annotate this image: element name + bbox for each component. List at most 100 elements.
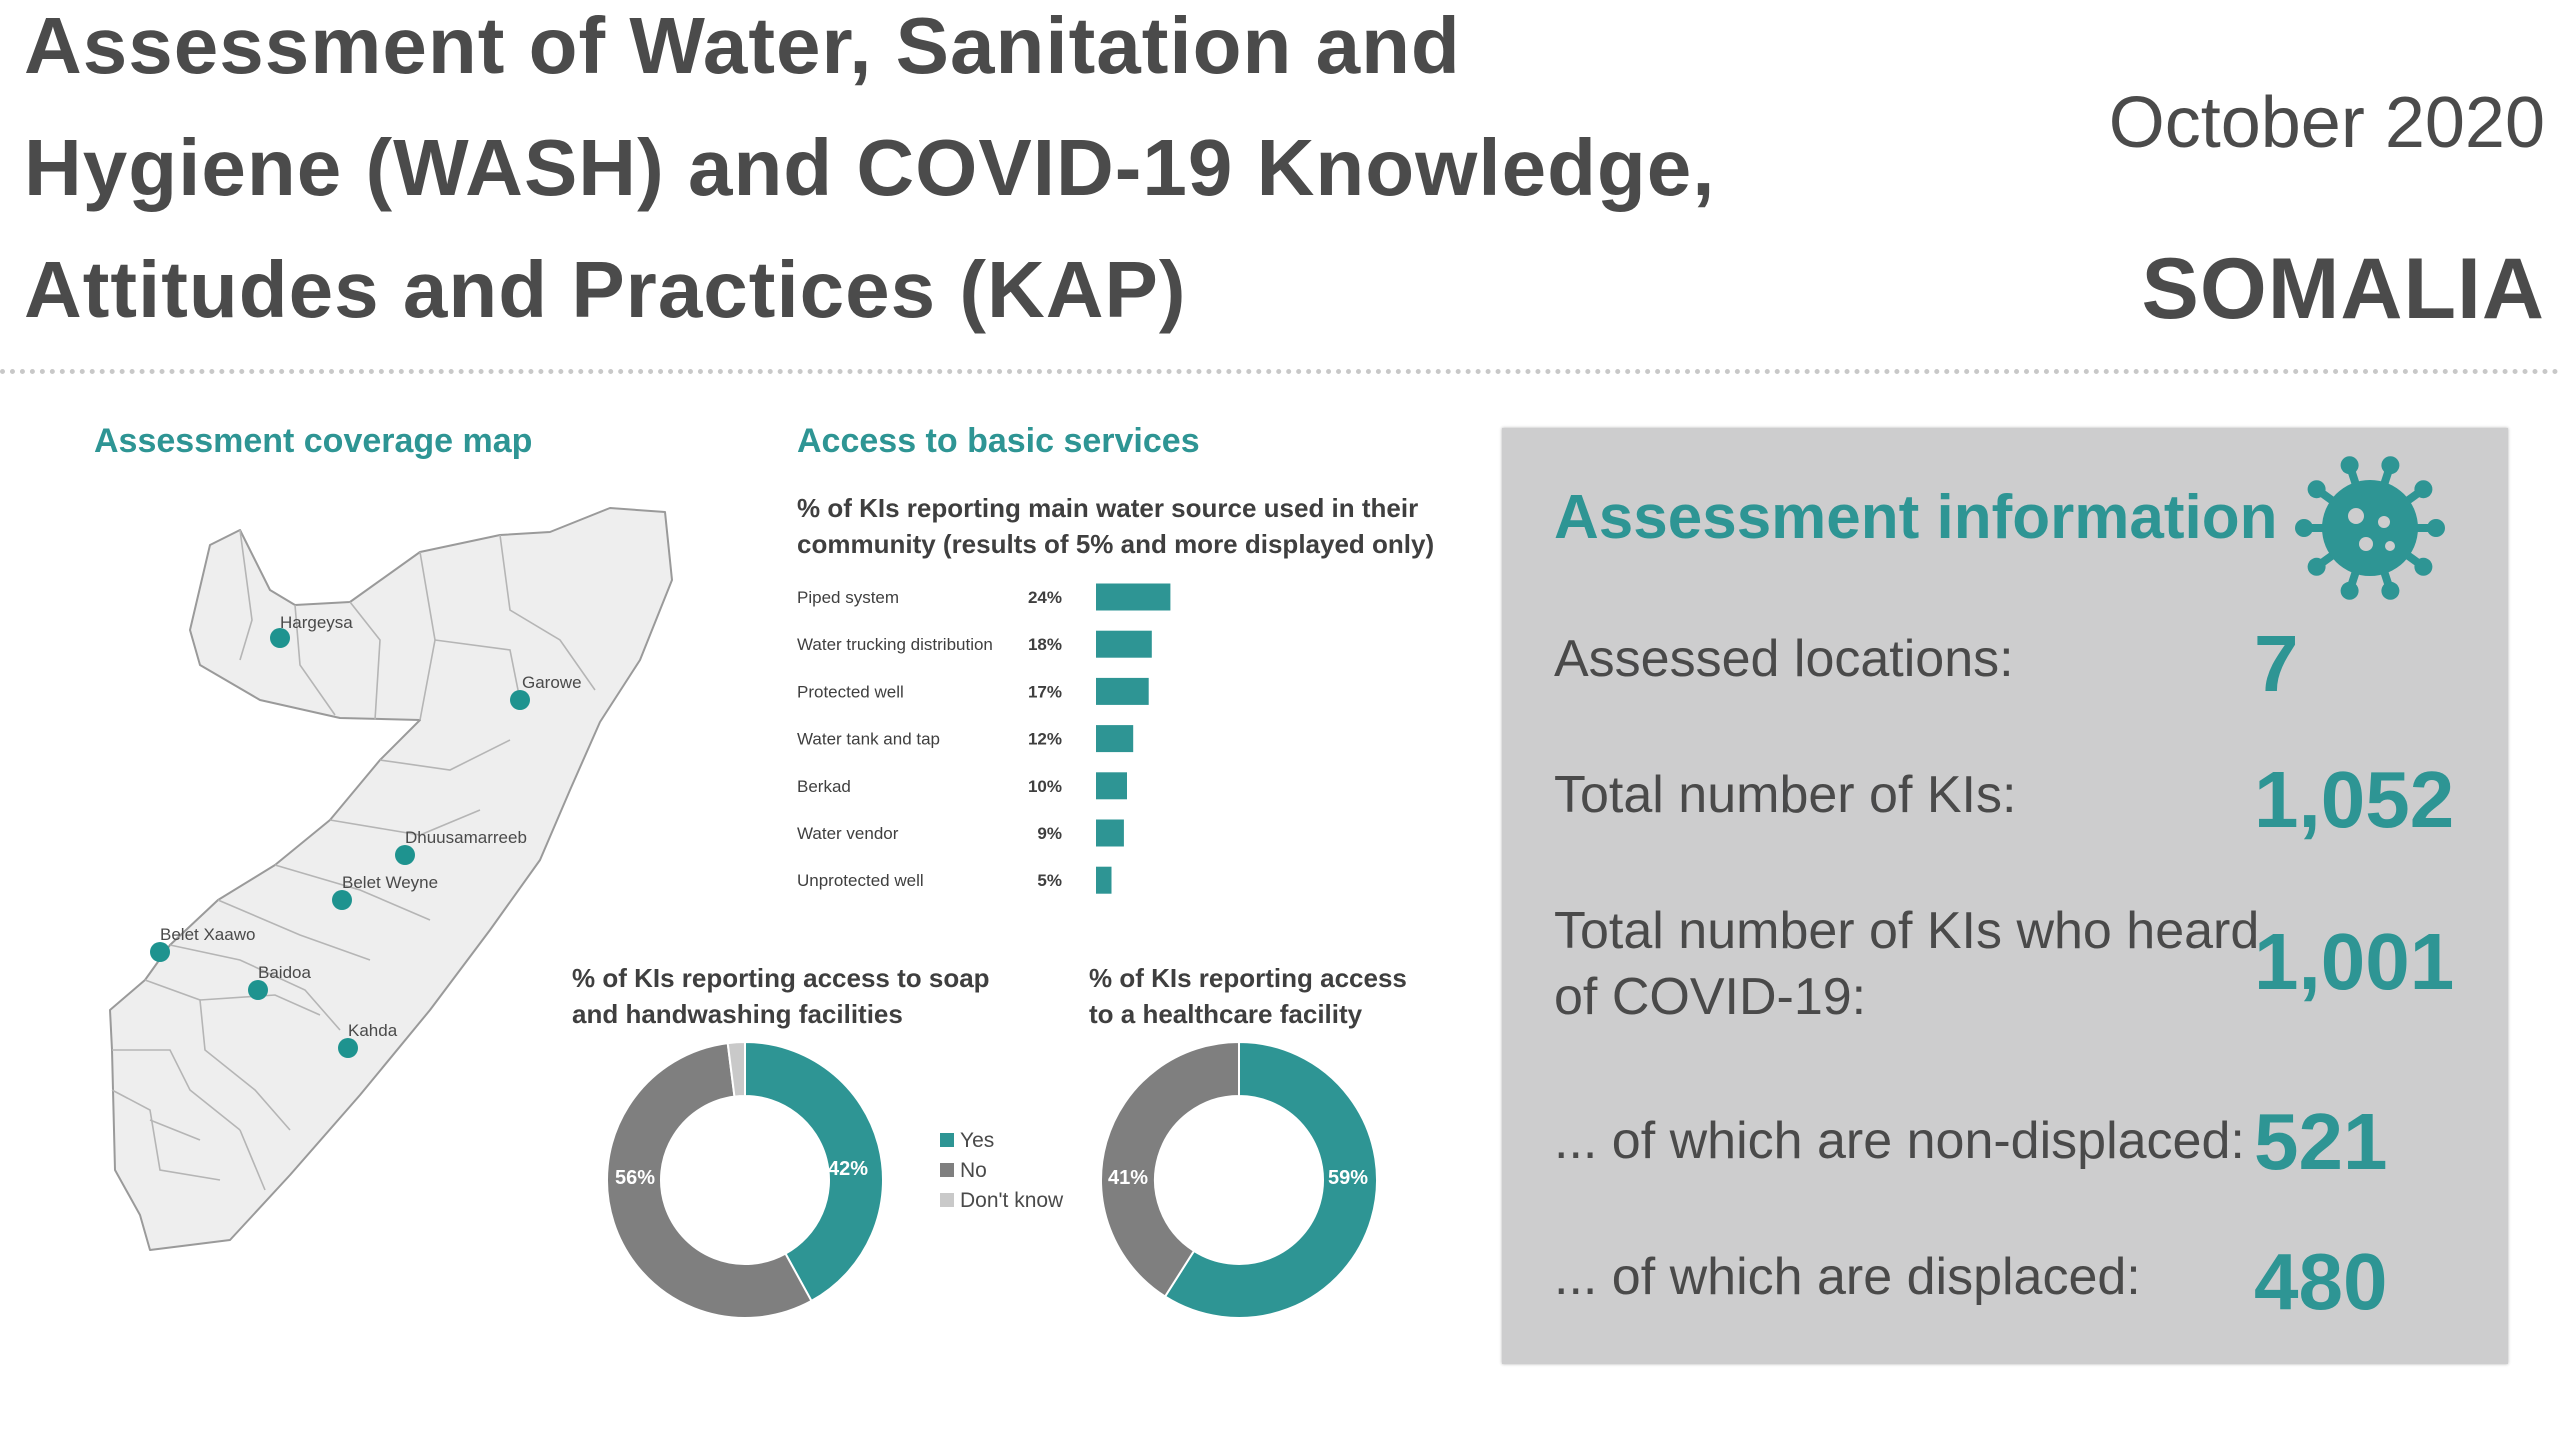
bar-value-label-6: 5% (1037, 871, 1062, 890)
soap-donut-slice-2 (726, 1040, 746, 1098)
map-label-0: Hargeysa (280, 613, 353, 632)
soap-chart-heading: % of KIs reporting access to soap and ha… (572, 960, 990, 1032)
non-displaced-value: 521 (2254, 1097, 2388, 1186)
title-line-1: Assessment of Water, Sanitation and (24, 1, 1461, 90)
displaced-label: ... of which are displaced: (1554, 1248, 2141, 1306)
report-date: October 2020 (2108, 83, 2545, 163)
legend-label-1: No (960, 1159, 987, 1182)
bar-value-label-3: 12% (1028, 730, 1062, 749)
virus-spike-head-2 (2381, 581, 2400, 600)
soap-heading-line-1: % of KIs reporting access to soap (572, 963, 990, 993)
virus-dot-3 (2385, 541, 2395, 551)
legend-swatch-1 (940, 1163, 954, 1177)
healthcare-donut-chart: 59% 41% (1100, 1040, 1378, 1319)
bar-category-label-0: Piped system (797, 588, 899, 607)
water-source-heading: % of KIs reporting main water source use… (797, 490, 1434, 562)
health-heading-line-2: to a healthcare facility (1089, 999, 1363, 1029)
map-label-1: Garowe (522, 673, 582, 692)
health-donut-slice-1 (1100, 1040, 1240, 1298)
map-label-2: Dhuusamarreeb (405, 828, 527, 847)
water-source-bar-chart: Piped system 24% Water trucking distributi… (797, 583, 1171, 894)
heard-covid-label: Total number of KIs who heard of COVID-1… (1554, 898, 2259, 1030)
virus-spike-head-5 (2295, 519, 2313, 537)
water-source-bar-5 (1096, 819, 1124, 847)
map-marker-5 (248, 980, 268, 1000)
bar-value-label-4: 10% (1028, 777, 1062, 796)
heard-covid-label-line-2: of COVID-19: (1554, 968, 1867, 1026)
legend-label-0: Yes (960, 1129, 994, 1152)
bar-value-label-2: 17% (1028, 682, 1062, 701)
soap-heading-line-2: and handwashing facilities (572, 999, 903, 1029)
water-source-bar-2 (1096, 677, 1149, 705)
health-donut-value-label-0: 59% (1328, 1167, 1368, 1189)
total-kis-value: 1,052 (2254, 755, 2455, 844)
bar-category-label-3: Water tank and tap (797, 730, 940, 749)
assessment-info-panel: Assessment information Assessed location… (1502, 428, 2508, 1364)
donut-legend: Yes No Don't know (940, 1129, 1064, 1212)
non-displaced-label: ... of which are non-displaced: (1554, 1112, 2245, 1170)
assessed-locations-label: Assessed locations: (1554, 630, 2014, 688)
soap-donut-slice-0 (744, 1040, 884, 1303)
health-heading-line-1: % of KIs reporting access (1089, 963, 1407, 993)
map-label-4: Belet Xaawo (160, 925, 255, 944)
heard-covid-label-line-1: Total number of KIs who heard (1554, 902, 2260, 960)
bar-category-label-4: Berkad (797, 777, 851, 796)
virus-spike-head-1 (2414, 557, 2433, 576)
total-kis-label: Total number of KIs: (1554, 766, 2017, 824)
virus-spike-head-7 (2340, 456, 2359, 475)
water-source-heading-line-2: community (results of 5% and more displa… (797, 529, 1435, 559)
virus-dot-2 (2359, 537, 2373, 551)
soap-donut-value-label-1: 56% (615, 1167, 655, 1189)
water-source-bar-1 (1096, 630, 1152, 658)
water-source-bar-3 (1096, 725, 1134, 753)
map-marker-6 (338, 1038, 358, 1058)
virus-spike-head-3 (2340, 581, 2359, 600)
water-source-bar-6 (1096, 866, 1112, 894)
bar-category-label-1: Water trucking distribution (797, 635, 993, 654)
map-marker-2 (395, 845, 415, 865)
virus-icon (2295, 456, 2445, 600)
displaced-value: 480 (2254, 1237, 2388, 1326)
bar-category-label-6: Unprotected well (797, 871, 924, 890)
virus-spike-head-0 (2427, 519, 2445, 537)
water-source-bar-4 (1096, 772, 1127, 800)
health-donut-value-label-1: 41% (1108, 1167, 1148, 1189)
country-name: SOMALIA (2141, 241, 2545, 337)
assessment-info-title: Assessment information (1554, 483, 2278, 552)
bar-value-label-5: 9% (1037, 824, 1062, 843)
soap-donut-value-label-0: 42% (828, 1158, 868, 1180)
map-label-3: Belet Weyne (342, 873, 438, 892)
water-source-bar-0 (1096, 583, 1171, 611)
water-source-heading-line-1: % of KIs reporting main water source use… (797, 493, 1419, 523)
map-marker-1 (510, 690, 530, 710)
assessed-locations-value: 7 (2254, 619, 2299, 708)
soap-donut-chart: 42% 56% (606, 1040, 884, 1319)
bar-value-label-1: 18% (1028, 635, 1062, 654)
map-marker-3 (332, 890, 352, 910)
bar-category-label-2: Protected well (797, 682, 904, 701)
bar-value-label-0: 24% (1028, 588, 1062, 607)
map-label-6: Kahda (348, 1021, 398, 1040)
map-region-borders (111, 529, 596, 1191)
soap-donut-slice-1 (606, 1041, 813, 1319)
dotted-divider (0, 369, 2560, 374)
bar-category-label-5: Water vendor (797, 824, 899, 843)
health-donut-slice-0 (1163, 1040, 1378, 1319)
legend-label-2: Don't know (960, 1189, 1064, 1212)
legend-swatch-0 (940, 1133, 954, 1147)
somalia-map: Hargeysa Garowe Dhuusamarreeb Belet Weyne Be… (109, 507, 673, 1251)
map-marker-4 (150, 942, 170, 962)
virus-body (2322, 480, 2418, 576)
virus-dot-1 (2378, 516, 2390, 528)
map-title: Assessment coverage map (94, 422, 533, 460)
virus-spike-head-8 (2381, 456, 2400, 475)
virus-dot-0 (2348, 508, 2364, 524)
map-label-5: Baidoa (258, 963, 311, 982)
title-line-2: Hygiene (WASH) and COVID-19 Knowledge, (24, 123, 1716, 212)
services-title: Access to basic services (797, 422, 1200, 460)
virus-spike-head-9 (2414, 480, 2433, 499)
virus-spike-head-4 (2307, 557, 2326, 576)
heard-covid-value: 1,001 (2254, 917, 2455, 1006)
title-line-3: Attitudes and Practices (KAP) (24, 245, 1187, 334)
map-marker-0 (270, 628, 290, 648)
